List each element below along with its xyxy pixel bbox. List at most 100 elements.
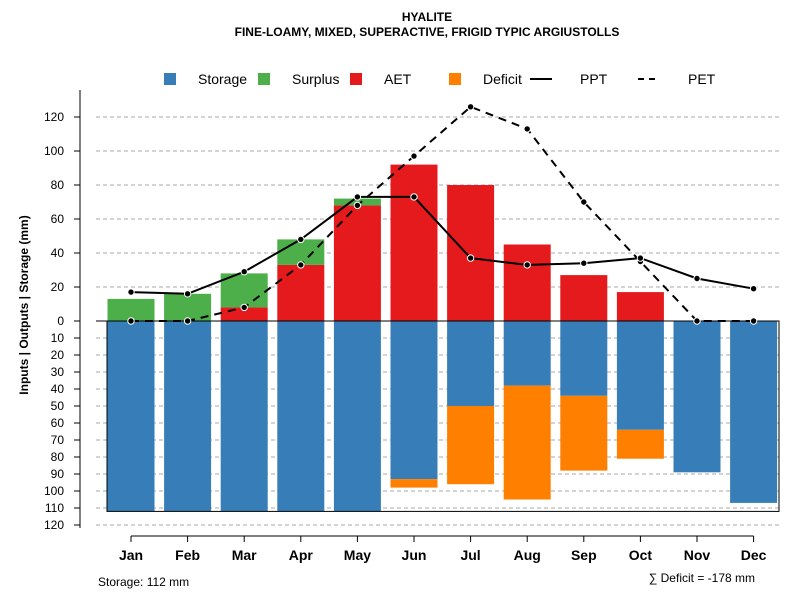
storage-bar-jun	[390, 321, 438, 480]
storage-bar-jan	[107, 321, 155, 512]
legend-item-surplus: Surplus	[258, 71, 339, 87]
ppt-point	[466, 254, 475, 262]
chart-subtitle: FINE-LOAMY, MIXED, SUPERACTIVE, FRIGID T…	[235, 25, 620, 39]
y-tick-label: 40	[51, 246, 65, 260]
aet-bar-apr	[277, 264, 325, 321]
series-lines	[127, 103, 758, 325]
y-tick-label: 30	[51, 365, 65, 379]
bars	[107, 164, 778, 512]
legend-label: Deficit	[483, 71, 522, 87]
ppt-point	[580, 259, 588, 267]
ppt-point	[636, 254, 645, 262]
deficit-footnote: ∑ Deficit = -178 mm	[649, 571, 755, 585]
aet-bar-jul	[447, 185, 495, 321]
deficit-bar-jun	[390, 479, 438, 488]
y-tick-label: 60	[51, 212, 65, 226]
pet-point	[353, 201, 362, 210]
pet-point	[580, 198, 588, 206]
y-tick-label: 70	[51, 433, 65, 447]
legend-item-deficit: Deficit	[449, 71, 522, 87]
legend-item-pet: PET	[638, 71, 716, 87]
storage-bar-may	[333, 321, 381, 512]
y-tick-label: 90	[51, 467, 65, 481]
pet-point	[466, 103, 475, 111]
legend-swatch	[258, 73, 270, 85]
ppt-point	[749, 285, 758, 293]
x-tick-label-sep: Sep	[571, 547, 597, 563]
legend-swatch	[350, 73, 362, 85]
pet-point	[693, 317, 701, 325]
surplus-bar-apr	[277, 239, 325, 265]
x-tick-label-dec: Dec	[741, 547, 767, 563]
ppt-point	[183, 290, 192, 298]
ppt-point	[410, 193, 418, 201]
x-tick-label-jul: Jul	[460, 547, 480, 563]
chart-title: HYALITE	[402, 10, 452, 24]
storage-bar-feb	[164, 321, 212, 512]
deficit-bar-sep	[560, 395, 608, 471]
storage-bar-jul	[447, 321, 495, 406]
legend-label: AET	[384, 71, 412, 87]
storage-bar-aug	[503, 321, 551, 386]
storage-bar-dec	[730, 321, 778, 503]
storage-bar-mar	[220, 321, 268, 512]
legend: Storage Surplus AET Deficit PPT PET	[164, 71, 716, 87]
y-tick-label: 100	[44, 144, 64, 158]
legend-item-aet: AET	[350, 71, 412, 87]
legend-item-ppt: PPT	[530, 71, 608, 87]
aet-bar-may	[333, 205, 381, 321]
aet-bar-sep	[560, 275, 608, 321]
x-tick-label-jun: Jun	[402, 547, 427, 563]
storage-footnote: Storage: 112 mm	[98, 575, 189, 589]
storage-bar-sep	[560, 321, 608, 396]
y-tick-label: 10	[51, 331, 65, 345]
y-tick-label: 120	[44, 518, 64, 532]
surplus-bar-jan	[107, 298, 155, 321]
legend-label: Surplus	[292, 71, 339, 87]
legend-label: PET	[688, 71, 716, 87]
x-tick-label-may: May	[344, 547, 371, 563]
legend-label: PPT	[580, 71, 608, 87]
ppt-point	[523, 261, 531, 269]
x-tick-label-aug: Aug	[514, 547, 541, 563]
y-tick-label: 50	[51, 399, 65, 413]
ppt-point	[240, 268, 248, 276]
pet-point	[240, 303, 248, 312]
legend-item-storage: Storage	[164, 71, 247, 87]
ppt-point	[693, 274, 701, 283]
y-tick-label: 20	[51, 348, 65, 362]
ppt-point	[353, 193, 362, 201]
y-tick-label: 60	[51, 416, 65, 430]
pet-point	[410, 152, 418, 160]
y-axis-label: Inputs | Outputs | Storage (mm)	[17, 215, 31, 394]
ppt-line	[130, 195, 754, 295]
storage-frame	[96, 320, 780, 512]
y-tick-label: 80	[51, 178, 65, 192]
storage-bar-oct	[616, 321, 664, 430]
y-tick-label: 20	[51, 280, 65, 294]
y-tick-label: 110	[45, 501, 64, 515]
pet-point	[297, 261, 305, 269]
y-tick-label: 120	[44, 110, 64, 124]
x-tick-label-nov: Nov	[684, 547, 711, 563]
aet-bar-aug	[503, 244, 551, 321]
y-tick-label: 0	[57, 314, 64, 328]
x-tick-label-oct: Oct	[629, 547, 653, 563]
x-tick-label-apr: Apr	[289, 547, 314, 563]
x-axis: Jan Feb Mar Apr May Jun Jul Aug Sep Oct Nov Dec	[119, 535, 767, 563]
deficit-bar-aug	[503, 385, 551, 500]
aet-bar-jun	[390, 164, 438, 321]
x-tick-label-mar: Mar	[232, 547, 257, 563]
pet-point	[127, 317, 135, 325]
y-tick-label: 80	[51, 450, 65, 464]
y-axis: 120 100 80 60 40 20 0 10 20 30 40 50 60 70 80 90 100 110 1…	[44, 90, 81, 532]
y-tick-label: 100	[44, 484, 64, 498]
aet-bar-oct	[616, 292, 664, 321]
pet-point	[183, 317, 192, 325]
storage-bar-nov	[673, 321, 721, 473]
pet-point	[749, 317, 758, 325]
storage-bar-apr	[277, 321, 325, 512]
pet-point	[523, 125, 531, 133]
ppt-point	[127, 288, 135, 296]
